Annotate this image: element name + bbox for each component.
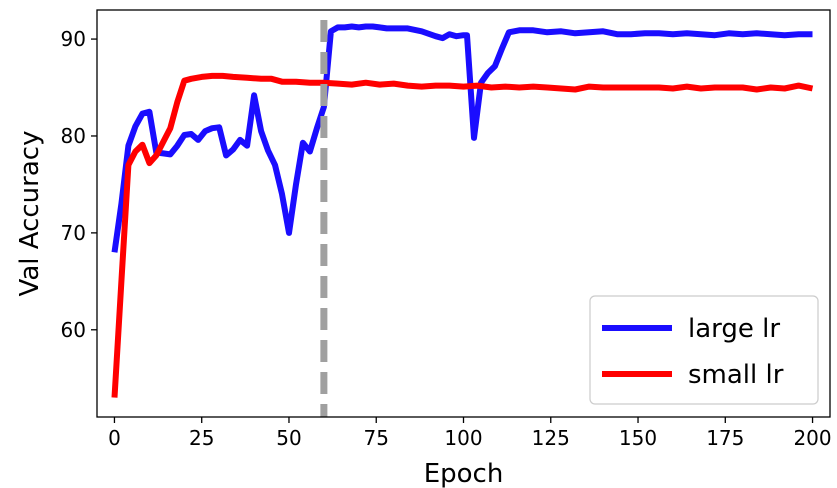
x-tick-label: 175	[706, 426, 744, 450]
series-line-large-lr	[111, 23, 813, 253]
y-tick-label: 80	[61, 124, 86, 148]
series-line-small-lr	[111, 72, 814, 398]
x-axis: 0 25 50 75 100 125 150 175 200	[108, 417, 832, 450]
y-axis: 60 70 80 90	[61, 27, 97, 342]
x-tick-label: 200	[793, 426, 831, 450]
legend: large lr small lr	[589, 295, 819, 405]
legend-label: small lr	[688, 360, 784, 390]
x-tick-label: 75	[364, 426, 389, 450]
x-tick-label: 0	[108, 426, 121, 450]
y-tick-label: 90	[61, 27, 86, 51]
y-tick-label: 70	[61, 221, 86, 245]
x-tick-label: 125	[532, 426, 570, 450]
x-tick-label: 150	[619, 426, 657, 450]
y-tick-label: 60	[61, 318, 86, 342]
x-tick-label: 25	[189, 426, 214, 450]
x-tick-label: 100	[444, 426, 482, 450]
x-tick-label: 50	[276, 426, 301, 450]
plot-area	[111, 20, 814, 417]
legend-label: large lr	[688, 314, 780, 344]
x-axis-title: Epoch	[424, 459, 504, 488]
y-axis-title: Val Accuracy	[15, 131, 45, 297]
